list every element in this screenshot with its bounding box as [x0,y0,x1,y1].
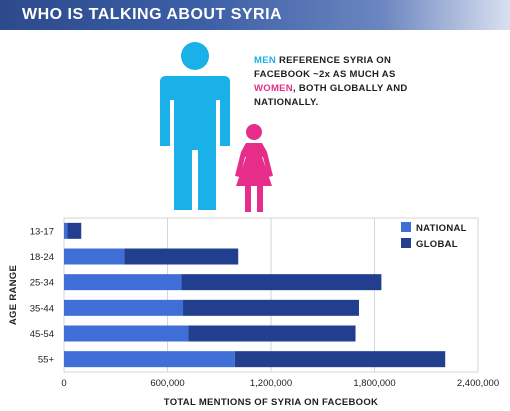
y-tick-label: 18-24 [30,252,54,263]
men-highlight: MEN [254,55,277,66]
caption-text: MEN REFERENCE SYRIA ON FACEBOOK ~2x AS M… [254,54,414,110]
x-tick-label: 1,800,000 [353,378,395,389]
x-axis-title: TOTAL MENTIONS OF SYRIA ON FACEBOOK [164,397,378,408]
bar-national-13-17 [64,222,68,239]
bar-national-35-44 [64,299,184,316]
mentions-bar-chart: 0 600,000 1,200,000 1,800,000 2,400,000 13-17… [8,217,499,408]
y-tick-label: 35-44 [30,303,54,314]
bar-national-45-54 [64,325,189,342]
bar-national-55+ [64,351,235,368]
title-banner: WHO IS TALKING ABOUT SYRIA [0,0,510,30]
bar-global-13-17 [67,222,82,239]
female-figure-icon [235,124,273,212]
bar-national-25-34 [64,274,182,291]
y-tick-label: 25-34 [30,278,54,289]
bar-national-18-24 [64,248,125,265]
y-tick-label: 13-17 [30,226,54,237]
caption-part-2: , BOTH GLOBALLY AND NATIONALLY. [254,83,408,108]
x-tick-label: 600,000 [150,378,184,389]
page-title: WHO IS TALKING ABOUT SYRIA [22,6,283,23]
x-tick-label: 1,200,000 [250,378,292,389]
y-axis-title: AGE RANGE [8,265,19,325]
caption-part-1: REFERENCE SYRIA ON FACEBOOK ~2x AS MUCH … [254,55,396,80]
bar-global-18-24 [124,248,239,265]
women-highlight: WOMEN [254,83,293,94]
y-tick-label: 45-54 [30,329,54,340]
x-tick-label: 2,400,000 [457,378,499,389]
x-tick-label: 0 [61,378,66,389]
bar-global-35-44 [183,299,359,316]
legend-label-national: NATIONAL [416,223,467,234]
y-tick-label: 55+ [38,355,55,366]
bar-global-55+ [234,351,446,368]
legend-label-global: GLOBAL [416,239,458,250]
bar-global-45-54 [188,325,356,342]
bar-global-25-34 [181,274,382,291]
male-figure-icon [160,42,230,210]
legend-swatch-global [401,238,411,248]
legend-swatch-national [401,222,411,232]
